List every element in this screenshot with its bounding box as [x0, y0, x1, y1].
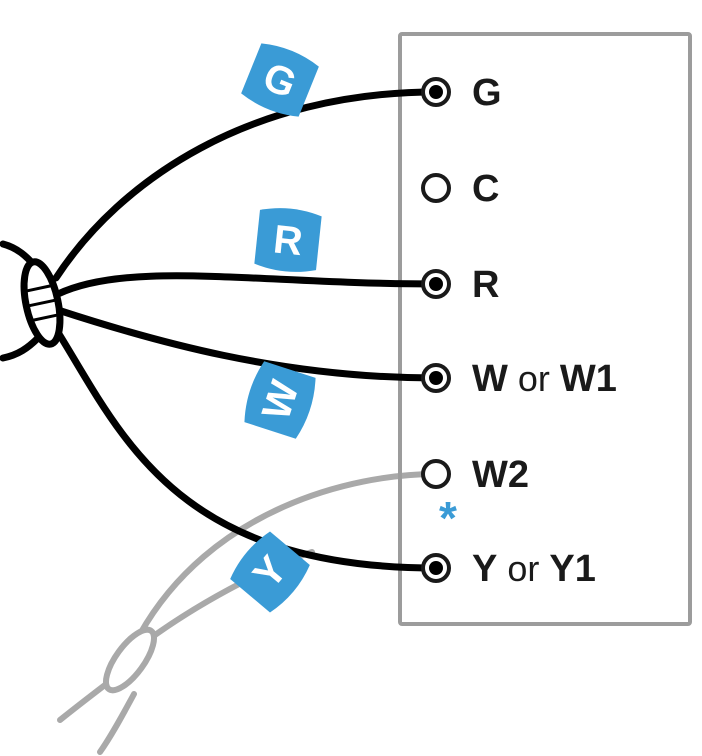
terminal-dot-W1: [429, 371, 443, 385]
wire-tag-text-R: R: [271, 217, 304, 264]
wire-tag-R: R: [254, 205, 322, 274]
terminal-label-W2: W2: [472, 454, 529, 496]
terminal-label-Y1: YorY1: [472, 548, 596, 590]
terminal-label-C: C: [472, 168, 499, 210]
terminal-label-bold-W2: W2: [472, 454, 529, 496]
terminal-ring-C: [423, 175, 449, 201]
terminal-label-bold-W1: W: [472, 358, 508, 400]
terminal-dot-R: [429, 277, 443, 291]
terminal-label-bold-Y1: Y: [472, 548, 497, 590]
terminal-label-R: R: [472, 264, 499, 306]
terminal-ring-W2: [423, 461, 449, 487]
terminal-label-W1: WorW1: [472, 358, 617, 400]
terminal-label-G: G: [472, 72, 502, 114]
terminal-label-or-W1: or: [518, 358, 550, 399]
terminal-label-bold2-W1: W1: [560, 358, 617, 400]
terminal-label-bold2-Y1: Y1: [549, 548, 595, 590]
terminal-dot-Y1: [429, 561, 443, 575]
terminal-label-or-Y1: or: [507, 548, 539, 589]
terminal-label-bold-R: R: [472, 264, 499, 306]
terminal-label-bold-C: C: [472, 168, 499, 210]
terminal-label-bold-G: G: [472, 72, 502, 114]
asterisk-Y1: *: [439, 492, 457, 544]
terminal-dot-G: [429, 85, 443, 99]
